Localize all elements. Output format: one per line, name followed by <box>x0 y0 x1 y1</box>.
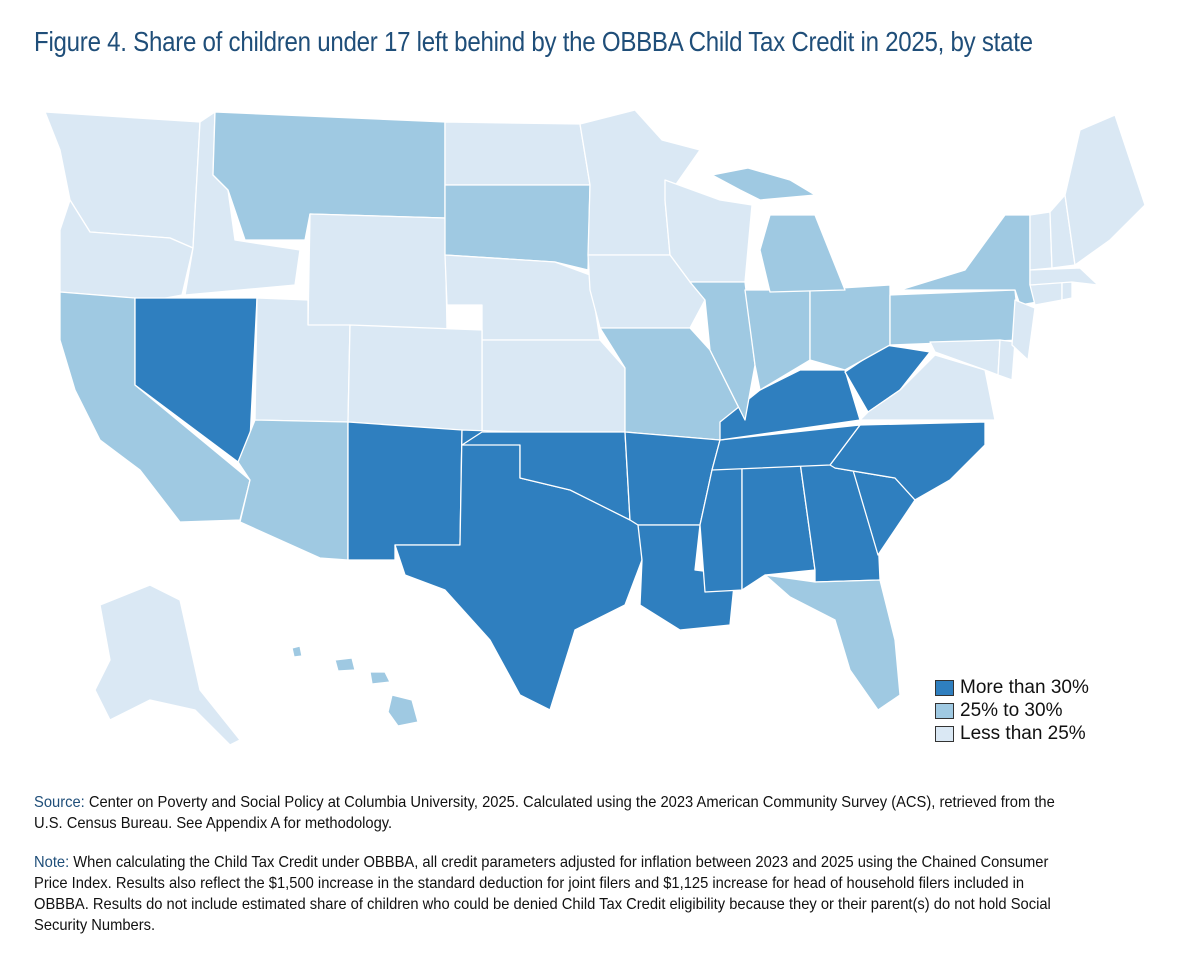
state-OR <box>59 199 194 301</box>
source-note: Source: Center on Poverty and Social Pol… <box>34 792 1078 834</box>
state-MI-up <box>711 167 816 201</box>
state-NJ <box>1011 299 1036 361</box>
source-label: Source: <box>34 794 85 811</box>
state-SD <box>444 184 591 271</box>
legend-label: 25% to 30% <box>960 699 1063 721</box>
state-MD <box>929 339 1001 376</box>
state-FL <box>764 574 901 711</box>
methodology-note: Note: When calculating the Child Tax Cre… <box>34 852 1078 936</box>
legend-swatch-low <box>935 725 954 742</box>
legend-label: Less than 25% <box>960 722 1086 744</box>
us-map <box>44 109 1146 746</box>
note-label: Note: <box>34 854 70 871</box>
state-IL <box>689 281 756 421</box>
state-ME <box>1064 114 1146 266</box>
state-AZ <box>237 419 349 561</box>
state-LA <box>637 524 736 631</box>
state-ND <box>444 121 591 186</box>
map-legend: More than 30% 25% to 30% Less than 25% <box>935 676 1089 745</box>
state-IA <box>587 254 706 329</box>
legend-item-low: Less than 25% <box>935 722 1089 745</box>
state-MI <box>759 214 846 293</box>
state-HI-2 <box>334 657 356 672</box>
state-KS <box>481 339 626 433</box>
state-TN <box>711 424 861 471</box>
state-CT <box>1029 281 1063 306</box>
state-VT <box>1029 211 1053 271</box>
legend-item-high: More than 30% <box>935 676 1089 699</box>
state-HI-3 <box>369 671 391 685</box>
legend-swatch-mid <box>935 702 954 719</box>
figure-title: Figure 4. Share of children under 17 lef… <box>34 26 1033 57</box>
state-NM <box>347 421 463 561</box>
state-OH <box>809 284 891 371</box>
state-CO <box>347 324 483 433</box>
note-text: When calculating the Child Tax Credit un… <box>34 854 1051 934</box>
state-AK <box>94 584 241 746</box>
state-HI-4 <box>387 694 419 727</box>
state-HI-1 <box>291 645 303 658</box>
source-text: Center on Poverty and Social Policy at C… <box>34 794 1055 832</box>
state-VA <box>859 354 996 421</box>
state-DE <box>997 339 1016 381</box>
state-PA <box>889 289 1021 346</box>
legend-label: More than 30% <box>960 676 1089 698</box>
legend-swatch-high <box>935 679 954 696</box>
state-NC <box>829 421 986 501</box>
state-WY <box>307 213 448 331</box>
state-RI <box>1061 281 1073 301</box>
state-MA <box>1029 267 1099 286</box>
legend-item-mid: 25% to 30% <box>935 699 1089 722</box>
